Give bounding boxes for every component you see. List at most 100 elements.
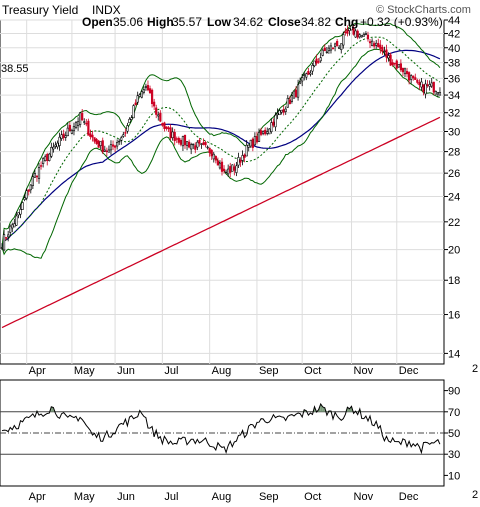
candle (336, 38, 339, 47)
candle-body (317, 61, 320, 63)
candle (354, 28, 357, 38)
candle-body (185, 141, 189, 146)
candle (280, 109, 283, 115)
candle-body (60, 134, 63, 139)
candle (7, 230, 10, 242)
candle-body (200, 143, 203, 145)
candle-body (284, 108, 287, 112)
candle (319, 52, 322, 63)
candle-body (294, 89, 298, 97)
month-label-top-Jun: Jun (117, 365, 135, 377)
candle-body (373, 43, 376, 47)
candle-body (311, 65, 314, 72)
candle (239, 157, 242, 167)
candle (72, 122, 76, 136)
candle (303, 71, 306, 81)
month-label-bottom-Dec: Dec (399, 491, 419, 503)
candle-body (128, 118, 131, 124)
candle-body (344, 31, 347, 34)
candle-body (235, 165, 238, 173)
candle (329, 42, 333, 54)
candle (19, 204, 22, 219)
candle (296, 79, 300, 101)
candle-body (227, 168, 230, 175)
candle (21, 201, 24, 211)
candle-body (157, 114, 160, 117)
rsi-tick-label-90: 90 (448, 386, 460, 398)
price-panel-frame (0, 19, 445, 365)
price-tick-label-42: 42 (448, 29, 460, 41)
month-label-bottom-May: May (74, 491, 95, 503)
candle (375, 39, 378, 49)
candle-body (35, 175, 39, 178)
rsi-series (1, 402, 441, 455)
candle (434, 90, 437, 95)
candle (200, 143, 203, 149)
candle-body (251, 138, 254, 148)
candle-body (17, 212, 20, 216)
candle (64, 131, 67, 141)
chg-label: Chg (335, 15, 358, 29)
candle (46, 152, 49, 166)
candle (321, 48, 324, 57)
candle (83, 118, 86, 125)
candle (25, 188, 28, 201)
candle (305, 72, 308, 81)
candle (251, 137, 254, 152)
candle (299, 77, 302, 85)
candle (276, 108, 279, 120)
rsi-axis-ticks: 10 30 50 70 90 (444, 386, 460, 482)
candle-body (146, 85, 150, 91)
candle-body (377, 43, 380, 48)
candle-body (354, 30, 357, 38)
candle-body (210, 149, 213, 157)
candle-body (418, 82, 421, 86)
candle-body (241, 155, 244, 161)
candle-body (307, 70, 310, 75)
candle (206, 145, 209, 150)
candle-body (79, 112, 82, 125)
price-tick-label-14: 14 (448, 348, 460, 360)
candle (113, 144, 117, 153)
candle-body (395, 60, 398, 69)
candle (227, 164, 230, 177)
candle (2, 230, 6, 252)
candle-body (5, 237, 8, 239)
candle (196, 140, 199, 151)
candle-body (292, 90, 296, 99)
candle (99, 141, 102, 150)
candle (74, 120, 78, 130)
month-label-top-Dec: Dec (399, 365, 419, 377)
rsi-overbought-fill (51, 406, 54, 412)
month-label-bottom-Aug: Aug (212, 491, 232, 503)
candle (309, 70, 312, 77)
candle (177, 136, 180, 145)
month-label-bottom-Nov: Nov (354, 491, 374, 503)
candle-body (52, 146, 55, 150)
rsi-overbought-fill (322, 406, 325, 412)
candle-body (99, 141, 102, 146)
candle (420, 78, 423, 91)
candle (395, 59, 398, 70)
candle (405, 67, 409, 78)
candle (370, 38, 374, 47)
candle-body (416, 80, 419, 83)
candle-body (31, 176, 34, 186)
candle (27, 189, 30, 196)
candle (42, 157, 45, 168)
candle-body (426, 84, 429, 86)
candle-body (399, 63, 402, 71)
candle (142, 86, 145, 95)
candle-body (13, 223, 16, 228)
candle-body (220, 161, 224, 172)
candle-body (179, 139, 182, 145)
candle (179, 138, 182, 147)
candle (54, 141, 57, 149)
candle (183, 134, 187, 149)
candle-body (48, 153, 51, 161)
candle-body (296, 84, 300, 98)
candle (101, 137, 104, 155)
candle-body (336, 40, 339, 47)
candle (338, 44, 341, 50)
